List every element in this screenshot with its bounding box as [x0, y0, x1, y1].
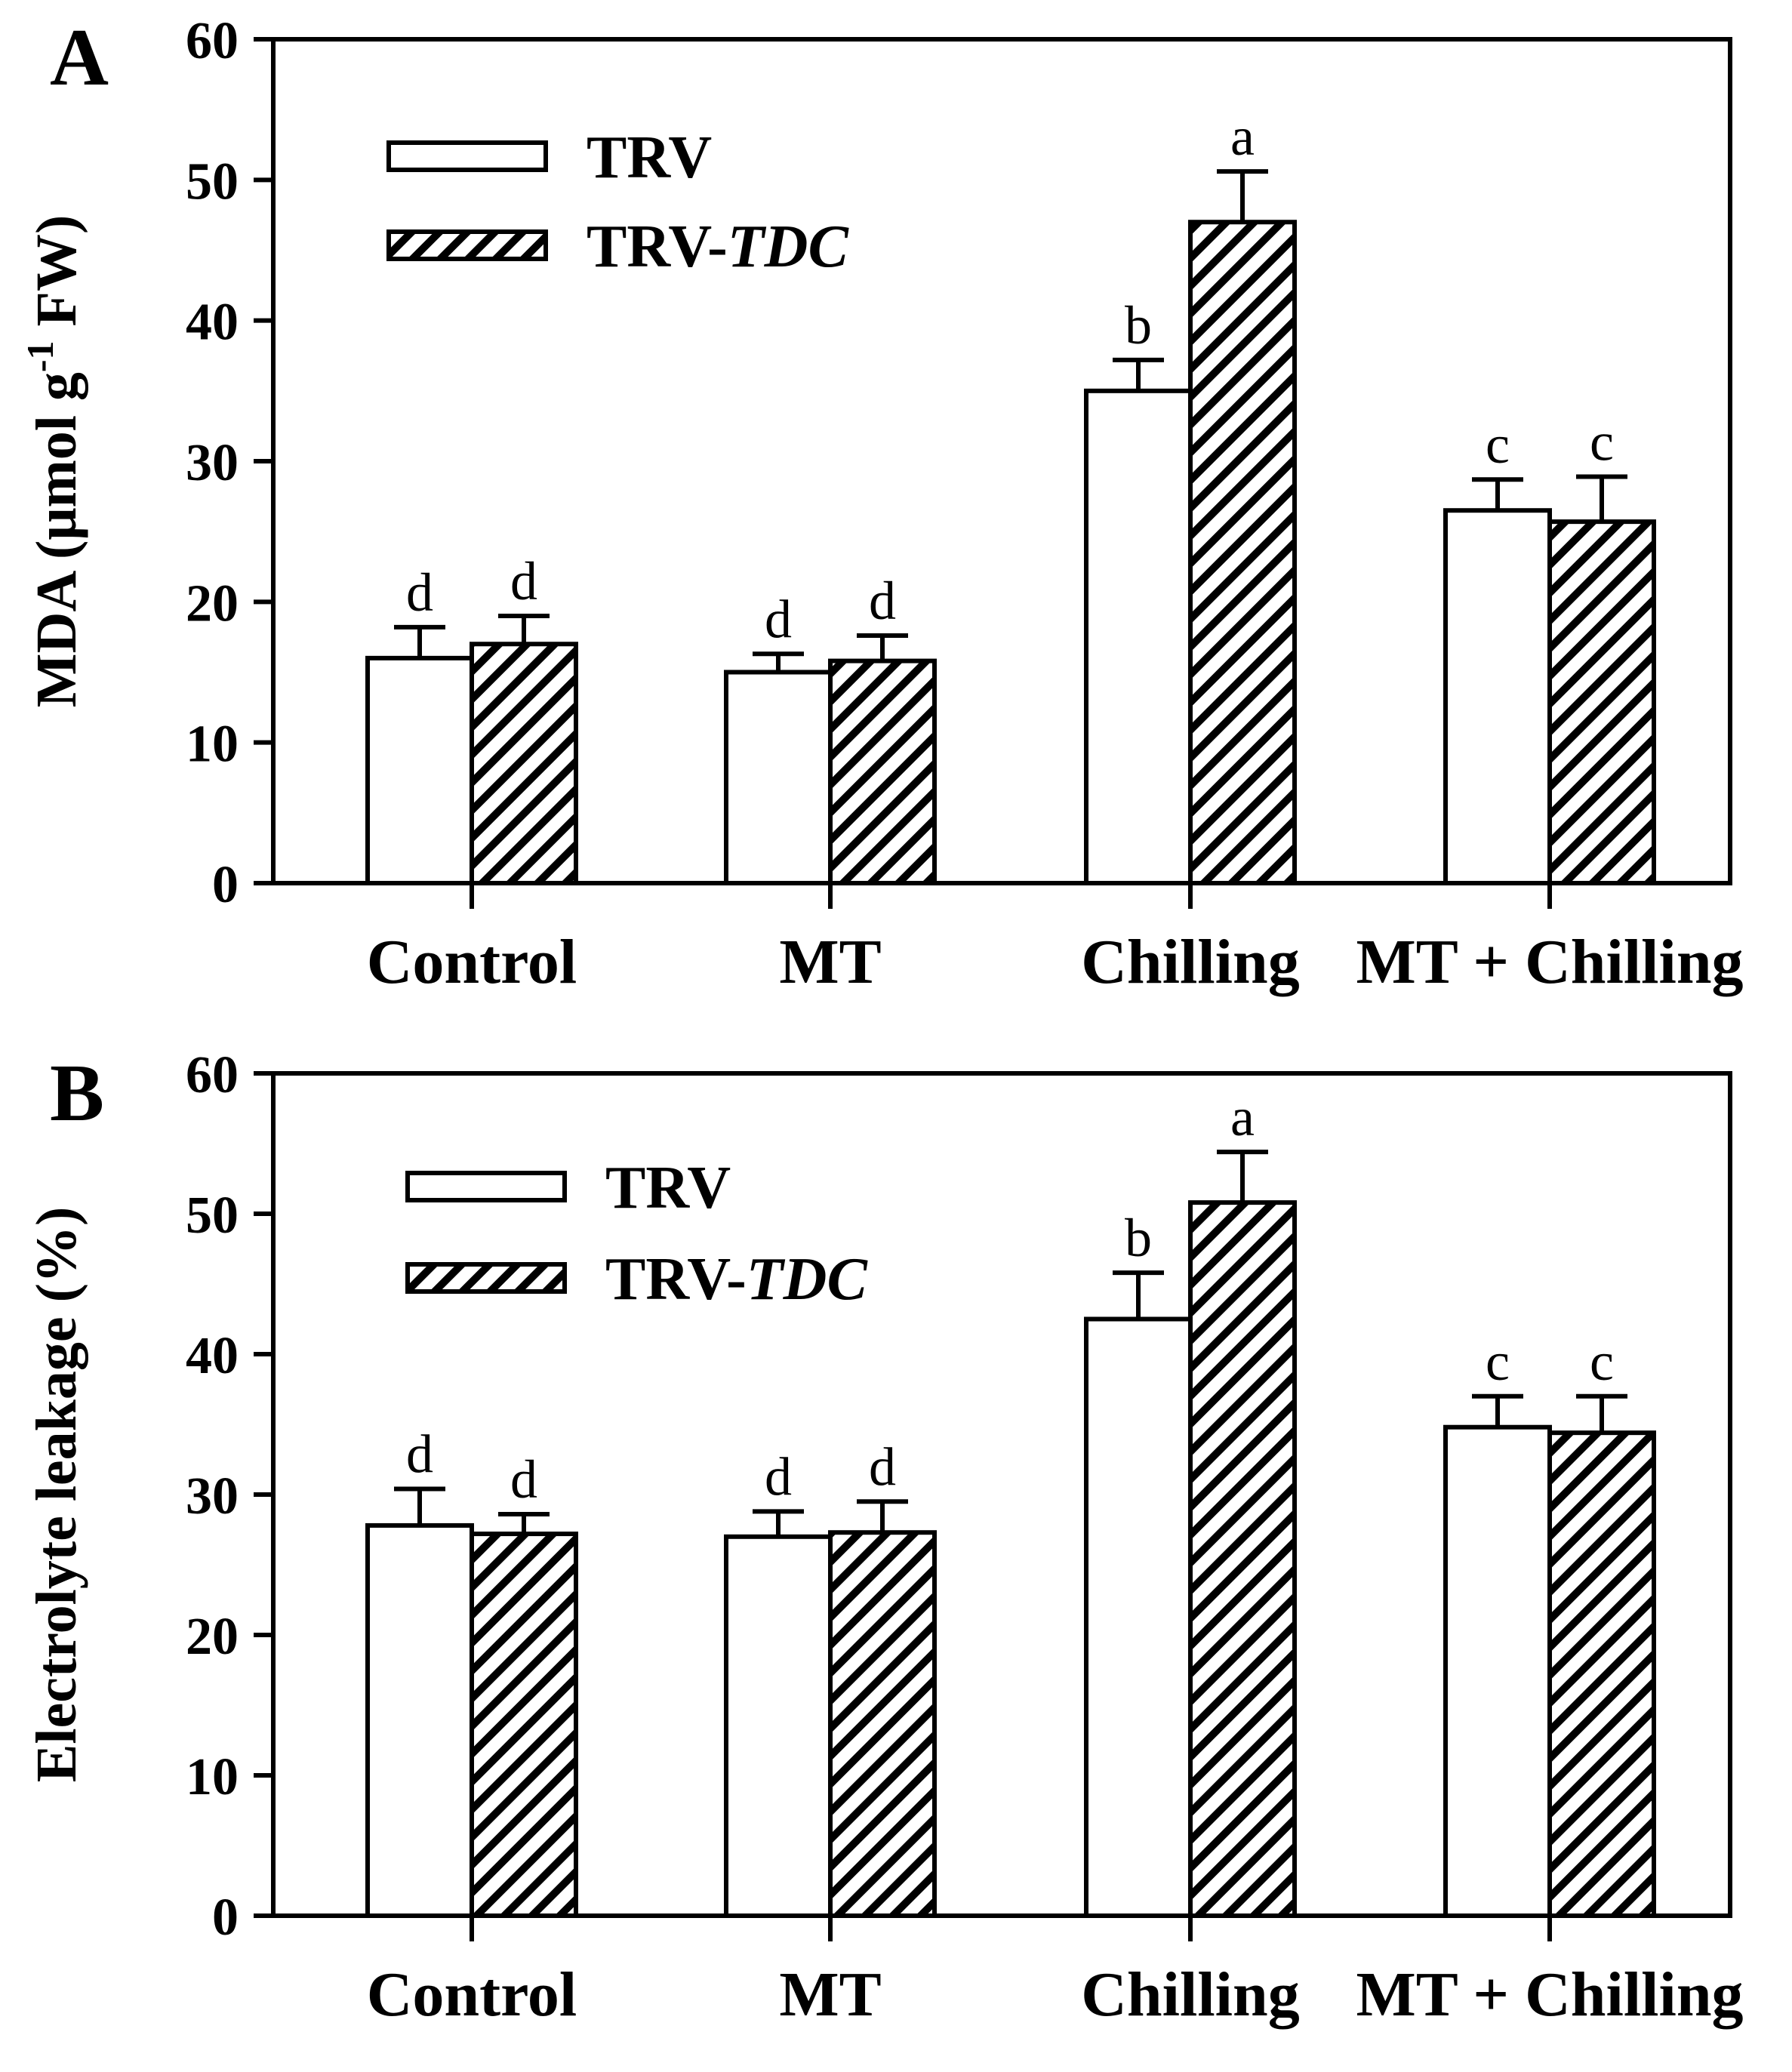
significance-letter: c — [1486, 1332, 1510, 1392]
x-category-label: MT — [779, 1960, 881, 2030]
bar-trv-tdc — [828, 1530, 937, 1918]
panel-label: B — [50, 1048, 104, 1138]
bar-trv-tdc — [470, 642, 578, 885]
significance-letter: c — [1590, 1332, 1614, 1392]
bar-trv-tdc — [1188, 220, 1297, 885]
bar-trv-tdc — [828, 658, 937, 885]
bar-trv-tdc — [1547, 519, 1656, 886]
significance-letter: d — [765, 589, 792, 649]
legend-label-prefix: TRV — [587, 125, 712, 191]
x-category-label: MT + Chilling — [1356, 927, 1743, 997]
significance-letter: d — [869, 1436, 896, 1497]
bar-trv-tdc — [470, 1532, 578, 1918]
x-category-label: MT + Chilling — [1356, 1960, 1743, 2030]
legend-label-prefix: TRV- — [605, 1246, 747, 1313]
legend-swatch-trv-tdc — [386, 229, 548, 261]
significance-letter: d — [406, 562, 433, 623]
y-tick-label: 0 — [212, 856, 239, 914]
bar-trv — [724, 1534, 833, 1919]
y-tick-label: 30 — [186, 1467, 239, 1526]
significance-letter: d — [510, 1449, 537, 1510]
significance-letter: d — [510, 551, 537, 611]
legend-label-italic: TDC — [747, 1246, 869, 1313]
y-tick-label: 40 — [186, 294, 239, 352]
y-tick-label: 10 — [186, 716, 239, 774]
y-tick-label: 20 — [186, 1608, 239, 1666]
panel-b: d d b c d d a c 0 10 20 30 40 50 60 Control MT Chilling MT… — [25, 1046, 1744, 2030]
y-axis-label-main: MDA (μmol g — [25, 372, 88, 707]
legend-swatch-trv — [386, 140, 548, 172]
legend-label: TRV-TDC — [605, 1246, 868, 1313]
y-tick-label: 20 — [186, 574, 239, 633]
significance-letter: d — [869, 571, 896, 631]
y-tick-label: 10 — [186, 1748, 239, 1806]
legend-label: TRV-TDC — [587, 214, 849, 280]
bar-trv — [1443, 508, 1552, 885]
bar-trv-tdc — [1547, 1430, 1656, 1919]
y-tick-label: 50 — [186, 1187, 239, 1245]
y-axis-label: MDA (μmol g-1 FW) — [19, 215, 88, 708]
bar-trv — [365, 1522, 474, 1919]
y-tick-label: 60 — [186, 1046, 239, 1104]
significance-letter: c — [1590, 411, 1614, 472]
bar-trv-tdc — [1188, 1200, 1297, 1918]
y-axis-label-main: Electrolyte leakage (%) — [25, 1207, 88, 1783]
significance-letter: b — [1125, 295, 1152, 356]
x-category-label: MT — [779, 927, 881, 997]
legend-label-italic: TDC — [728, 214, 850, 280]
significance-letter: c — [1486, 414, 1510, 475]
y-tick-label: 60 — [186, 12, 239, 70]
legend-label: TRV — [587, 125, 712, 191]
y-tick-label: 50 — [186, 152, 239, 211]
bar-trv — [1084, 388, 1193, 885]
panel-a: d d b c d d a c 0 10 20 30 40 50 60 Control MT Chilling MT… — [19, 12, 1744, 997]
significance-letter: d — [765, 1446, 792, 1507]
x-category-label: Control — [367, 927, 577, 997]
y-tick-label: 40 — [186, 1327, 239, 1385]
y-axis-label: Electrolyte leakage (%) — [25, 1207, 88, 1783]
bar-trv — [724, 670, 833, 885]
legend-swatch-trv — [405, 1171, 567, 1202]
y-tick-label: 30 — [186, 434, 239, 492]
significance-letter: a — [1230, 1087, 1255, 1147]
significance-letter: b — [1125, 1208, 1152, 1268]
legend-swatch-trv-tdc — [405, 1262, 567, 1294]
y-axis-label-suffix: FW) — [25, 215, 88, 341]
significance-letter: d — [406, 1424, 433, 1485]
bar-trv — [1443, 1424, 1552, 1918]
x-category-label: Chilling — [1081, 927, 1299, 997]
x-category-label: Chilling — [1081, 1960, 1299, 2030]
legend-label-prefix: TRV — [605, 1155, 731, 1221]
y-tick-label: 0 — [212, 1889, 239, 1947]
bar-trv — [365, 655, 474, 885]
bar-trv — [1084, 1316, 1193, 1918]
legend-label-prefix: TRV- — [587, 214, 728, 280]
significance-letter: a — [1230, 106, 1255, 167]
x-category-label: Control — [367, 1960, 577, 2030]
panel-label: A — [50, 13, 109, 103]
y-axis-label-superscript: -1 — [19, 340, 61, 372]
legend-label: TRV — [605, 1155, 731, 1221]
